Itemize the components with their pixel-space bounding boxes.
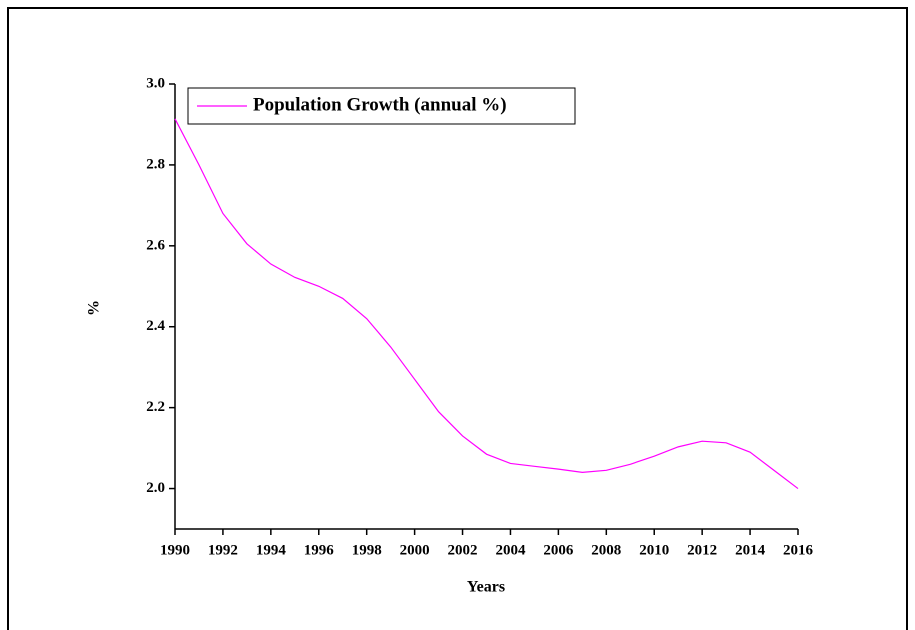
x-tick-label: 1994 (256, 542, 287, 558)
y-tick-label: 3.0 (146, 75, 165, 91)
x-tick-label: 1992 (208, 542, 238, 558)
x-tick-label: 1998 (352, 542, 382, 558)
x-tick-label: 2000 (400, 542, 430, 558)
x-tick-label: 2008 (591, 542, 621, 558)
x-tick-label: 1990 (160, 542, 190, 558)
x-tick-label: 2004 (495, 542, 526, 558)
x-tick-label: 1996 (304, 542, 335, 558)
y-tick-label: 2.6 (146, 237, 165, 253)
x-axis-label: Years (467, 579, 505, 596)
y-tick-label: 2.4 (146, 318, 165, 334)
frame (7, 7, 908, 630)
y-tick-label: 2.2 (146, 399, 165, 415)
legend-box (187, 87, 576, 125)
data-line (174, 118, 799, 490)
x-tick-label: 2012 (687, 542, 717, 558)
legend-label: Population Growth (annual %) (253, 94, 507, 115)
y-axis-label: % (86, 300, 103, 316)
y-tick-label: 2.0 (146, 480, 165, 496)
x-tick-label: 2014 (735, 542, 766, 558)
x-tick-label: 2006 (543, 542, 574, 558)
x-tick-label: 2016 (783, 542, 814, 558)
x-tick-label: 2010 (639, 542, 669, 558)
x-tick-label: 2002 (448, 542, 478, 558)
y-tick-label: 2.8 (146, 156, 165, 172)
